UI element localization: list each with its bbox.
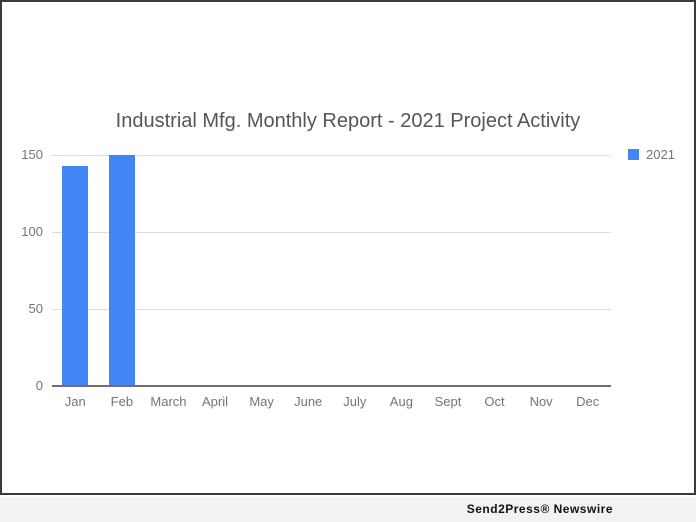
gridline-100 bbox=[52, 232, 611, 233]
y-axis-label-150: 150 bbox=[21, 147, 43, 162]
plot-area: Industrial Mfg. Monthly Report - 2021 Pr… bbox=[21, 110, 675, 409]
y-axis-label-0: 0 bbox=[35, 378, 43, 393]
legend-swatch-icon bbox=[628, 149, 639, 160]
bar-feb-2021 bbox=[108, 155, 135, 386]
x-axis-label-jan: Jan bbox=[64, 394, 86, 409]
bar-jan-2021 bbox=[62, 165, 89, 386]
gridline-0 bbox=[52, 385, 611, 387]
footer-bar: Send2Press® Newswire bbox=[0, 497, 696, 522]
chart-card: Industrial Mfg. Monthly Report - 2021 Pr… bbox=[0, 0, 696, 495]
x-axis-label-feb: Feb bbox=[110, 394, 134, 409]
x-axis-label-july: July bbox=[343, 394, 367, 409]
y-axis-label-50: 50 bbox=[28, 301, 43, 316]
legend-label-2021: 2021 bbox=[646, 147, 675, 162]
x-axis-label-aug: Aug bbox=[389, 394, 413, 409]
x-axis-label-dec: Dec bbox=[576, 394, 600, 409]
x-axis-label-march: March bbox=[150, 394, 187, 409]
chart-title: Industrial Mfg. Monthly Report - 2021 Pr… bbox=[115, 110, 581, 132]
footer-brand-text: Send2Press® Newswire bbox=[466, 502, 613, 516]
legend: 2021 bbox=[628, 147, 675, 162]
x-axis-label-may: May bbox=[249, 394, 274, 409]
gridline-50 bbox=[52, 309, 611, 310]
x-axis-label-nov: Nov bbox=[529, 394, 553, 409]
x-axis-label-oct: Oct bbox=[484, 394, 505, 409]
x-axis-label-june: June bbox=[294, 394, 323, 409]
y-axis-label-100: 100 bbox=[21, 224, 43, 239]
gridline-150 bbox=[52, 155, 611, 156]
x-axis-label-sept: Sept bbox=[434, 394, 462, 409]
x-axis-label-april: April bbox=[202, 394, 229, 409]
